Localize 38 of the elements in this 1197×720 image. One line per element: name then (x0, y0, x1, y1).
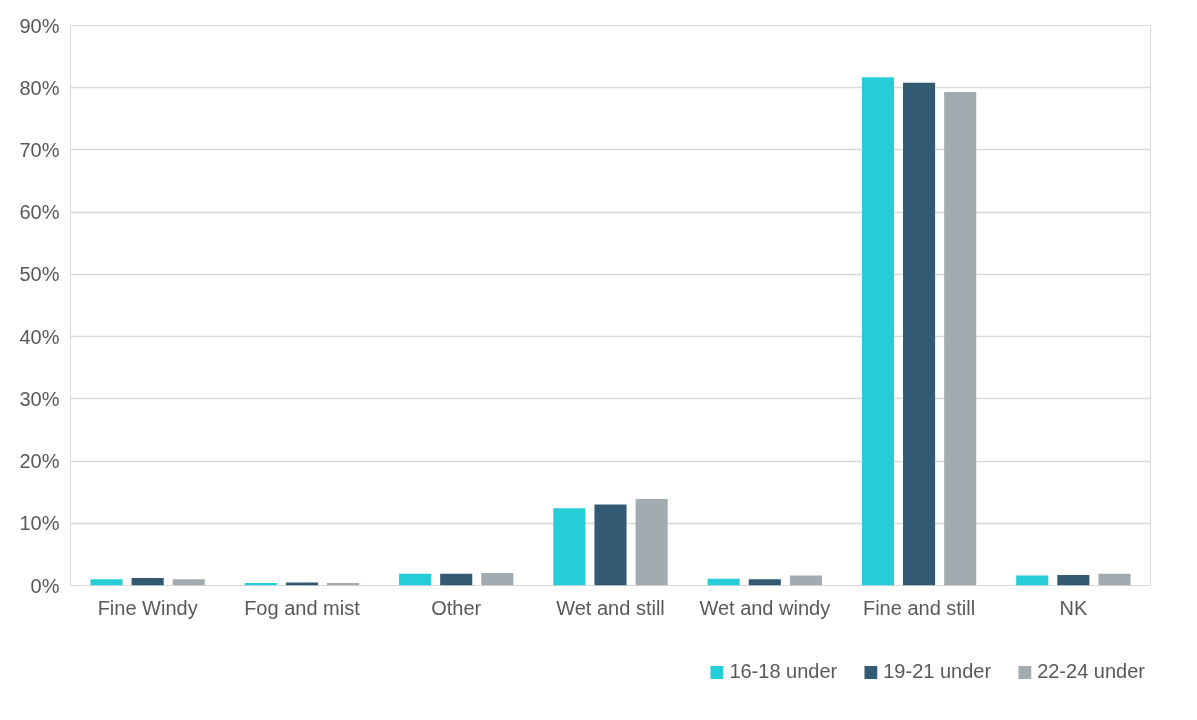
x-tick-label: Fog and mist (244, 596, 361, 619)
bar (748, 579, 781, 586)
y-tick-label: 60% (19, 201, 60, 224)
bar (481, 573, 514, 586)
y-tick-label: 90% (19, 14, 60, 37)
bar (172, 579, 205, 586)
bar (1098, 573, 1131, 586)
y-tick-label: 70% (19, 138, 60, 161)
bar (861, 77, 894, 586)
x-tick-label: Wet and windy (699, 596, 831, 619)
y-tick-label: 30% (19, 387, 60, 410)
bar (635, 499, 668, 586)
bar (131, 578, 164, 586)
legend-label: 19-21 under (883, 660, 992, 683)
y-tick-label: 20% (19, 450, 60, 473)
bar (440, 573, 473, 586)
bar (903, 82, 936, 586)
bar (944, 92, 977, 586)
legend-label: 22-24 under (1037, 660, 1145, 683)
bar (553, 508, 586, 586)
x-tick-label: Fine Windy (97, 596, 198, 619)
x-tick-label: Other (431, 596, 482, 619)
y-tick-label: 80% (19, 76, 60, 99)
bar (594, 504, 627, 586)
bar (1057, 574, 1090, 586)
bar (789, 575, 822, 586)
bar (90, 579, 123, 586)
x-tick-label: Fine and still (862, 596, 976, 619)
bar (1016, 575, 1049, 586)
y-tick-label: 40% (19, 325, 60, 348)
y-tick-label: 0% (30, 574, 60, 597)
bar (285, 582, 318, 586)
y-tick-label: 10% (19, 512, 60, 535)
x-tick-label: Wet and still (556, 596, 665, 619)
legend-label: 16-18 under (729, 660, 838, 683)
bar (399, 573, 432, 586)
y-tick-label: 50% (19, 263, 60, 286)
x-tick-label: NK (1059, 596, 1088, 619)
